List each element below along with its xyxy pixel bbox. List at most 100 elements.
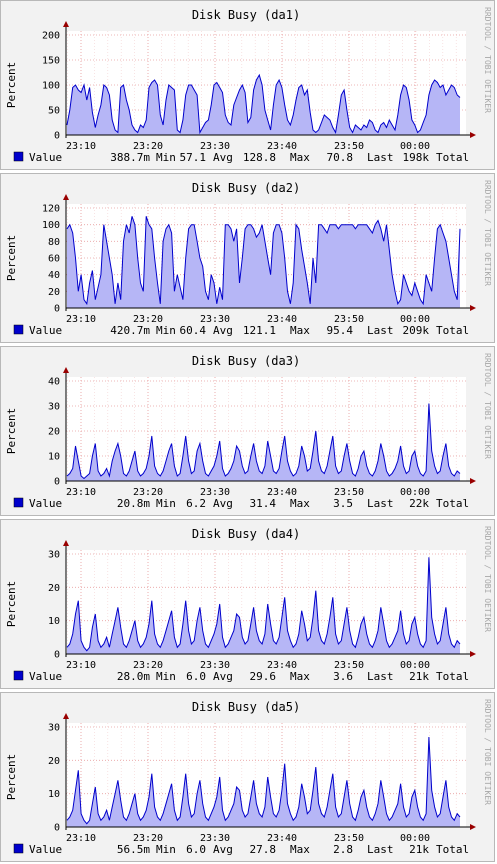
stat-total-value: 22k xyxy=(409,497,429,510)
value-area xyxy=(67,737,460,827)
value-line xyxy=(66,557,461,652)
chart-title: Disk Busy (da2) xyxy=(192,181,300,195)
stat-avg-value: 57.1 xyxy=(180,151,207,164)
stat-last-label: Last xyxy=(367,843,394,856)
chart-title: Disk Busy (da3) xyxy=(192,354,300,368)
stat-last-value: 3.5 xyxy=(333,497,353,510)
chart-svg: Disk Busy (da2) RRDTOOL / TOBI OETIKER Per… xyxy=(5,180,492,337)
value-line xyxy=(66,73,461,135)
x-tick-label: 23:20 xyxy=(133,660,163,671)
y-axis-arrow xyxy=(63,713,69,719)
y-tick-label: 100 xyxy=(42,81,60,92)
stat-avg-value: 6.0 xyxy=(186,843,206,856)
y-tick-label: 30 xyxy=(48,402,60,413)
stat-min-value: 56.5m xyxy=(117,843,150,856)
x-tick-label: 23:20 xyxy=(133,141,163,152)
x-tick-label: 00:00 xyxy=(400,141,430,152)
x-tick-label: 23:20 xyxy=(133,833,163,844)
stat-max-value: 31.4 xyxy=(250,497,277,510)
stat-last-label: Last xyxy=(367,670,394,683)
stat-avg-label: Avg xyxy=(213,324,233,337)
y-tick-label: 20 xyxy=(48,287,60,298)
chart-panel: Disk Busy (da2) RRDTOOL / TOBI OETIKER Per… xyxy=(0,173,495,343)
x-tick-label: 00:00 xyxy=(400,314,430,325)
legend-swatch xyxy=(13,324,24,335)
value-line xyxy=(66,216,461,306)
stat-last-label: Last xyxy=(367,497,394,510)
stat-total-label: Total xyxy=(436,324,469,337)
x-tick-label: 23:10 xyxy=(66,660,96,671)
y-tick-label: 20 xyxy=(48,583,60,594)
value-line xyxy=(66,403,461,480)
y-tick-label: 0 xyxy=(54,650,60,661)
x-tick-label: 23:50 xyxy=(334,141,364,152)
stat-last-label: Last xyxy=(367,324,394,337)
stat-min-label: Min xyxy=(156,324,176,337)
stat-max-label: Max xyxy=(290,151,310,164)
x-tick-label: 23:30 xyxy=(200,833,230,844)
x-tick-label: 23:50 xyxy=(334,660,364,671)
legend-series-name: Value xyxy=(29,497,62,510)
y-tick-label: 20 xyxy=(48,427,60,438)
stat-avg-value: 6.2 xyxy=(186,497,206,510)
x-tick-label: 23:40 xyxy=(267,141,297,152)
legend-series-name: Value xyxy=(29,843,62,856)
x-tick-label: 23:30 xyxy=(200,141,230,152)
stat-last-label: Last xyxy=(367,151,394,164)
y-tick-label: 200 xyxy=(42,31,60,42)
stat-total-value: 21k xyxy=(409,843,429,856)
stat-avg-label: Avg xyxy=(213,843,233,856)
legend-swatch xyxy=(13,843,24,854)
legend-swatch xyxy=(13,497,24,508)
x-axis-arrow xyxy=(470,824,476,830)
watermark: RRDTOOL / TOBI OETIKER xyxy=(483,353,492,459)
stat-max-value: 128.8 xyxy=(243,151,276,164)
y-tick-label: 120 xyxy=(42,204,60,215)
y-axis-label: Percent xyxy=(5,408,18,454)
watermark: RRDTOOL / TOBI OETIKER xyxy=(483,699,492,805)
stat-avg-label: Avg xyxy=(213,670,233,683)
legend-series-name: Value xyxy=(29,151,62,164)
stat-max-label: Max xyxy=(290,324,310,337)
stat-min-label: Min xyxy=(156,670,176,683)
stat-avg-value: 60.4 xyxy=(180,324,207,337)
chart-svg: Disk Busy (da4) RRDTOOL / TOBI OETIKER Per… xyxy=(5,526,492,683)
stat-last-value: 70.8 xyxy=(327,151,354,164)
x-axis-arrow xyxy=(470,478,476,484)
x-tick-label: 23:10 xyxy=(66,141,96,152)
y-tick-label: 0 xyxy=(54,304,60,315)
y-tick-label: 50 xyxy=(48,106,60,117)
chart-title: Disk Busy (da1) xyxy=(192,8,300,22)
y-axis-arrow xyxy=(63,540,69,546)
y-axis-label: Percent xyxy=(5,62,18,108)
x-tick-label: 00:00 xyxy=(400,487,430,498)
y-tick-label: 20 xyxy=(48,756,60,767)
value-line xyxy=(66,736,461,825)
x-tick-label: 23:50 xyxy=(334,833,364,844)
chart-panel: Disk Busy (da4) RRDTOOL / TOBI OETIKER Per… xyxy=(0,519,495,689)
y-tick-label: 40 xyxy=(48,377,60,388)
x-tick-label: 23:30 xyxy=(200,660,230,671)
stat-min-label: Min xyxy=(156,151,176,164)
x-axis-arrow xyxy=(470,132,476,138)
chart-svg: Disk Busy (da1) RRDTOOL / TOBI OETIKER Per… xyxy=(5,7,492,164)
legend-series-name: Value xyxy=(29,670,62,683)
chart-title: Disk Busy (da4) xyxy=(192,527,300,541)
stat-last-value: 2.8 xyxy=(333,843,353,856)
chart-svg: Disk Busy (da3) RRDTOOL / TOBI OETIKER Per… xyxy=(5,353,492,510)
stat-total-value: 21k xyxy=(409,670,429,683)
stat-min-value: 20.8m xyxy=(117,497,150,510)
stat-max-label: Max xyxy=(290,670,310,683)
stat-avg-value: 6.0 xyxy=(186,670,206,683)
x-tick-label: 23:10 xyxy=(66,314,96,325)
y-tick-label: 150 xyxy=(42,56,60,67)
legend-swatch xyxy=(13,670,24,681)
y-tick-label: 10 xyxy=(48,452,60,463)
stat-max-label: Max xyxy=(290,497,310,510)
chart-panel: Disk Busy (da5) RRDTOOL / TOBI OETIKER Per… xyxy=(0,692,495,862)
value-area xyxy=(67,216,460,308)
y-axis-label: Percent xyxy=(5,754,18,800)
y-tick-label: 100 xyxy=(42,220,60,231)
stat-min-label: Min xyxy=(156,843,176,856)
stat-total-value: 198k xyxy=(403,151,430,164)
